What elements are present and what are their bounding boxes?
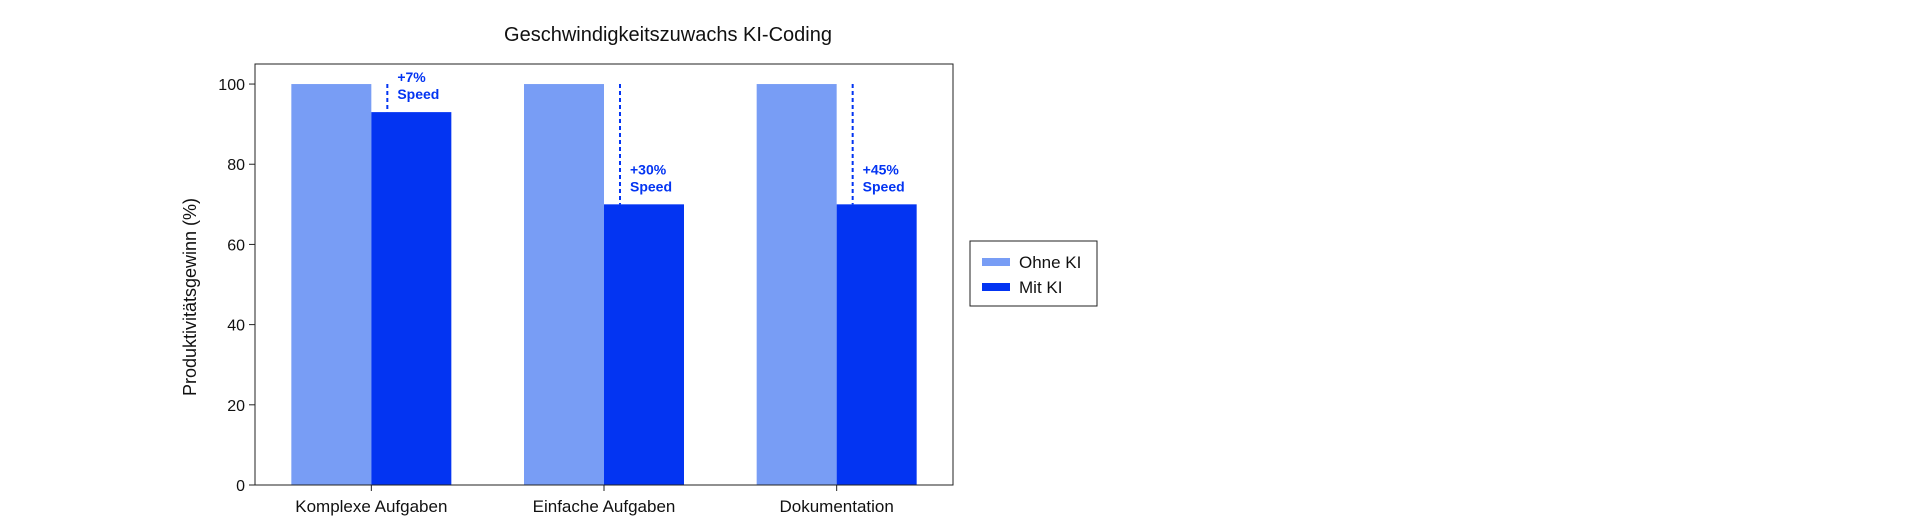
x-tick-label: Einfache Aufgaben [533, 497, 676, 516]
chart-title: Geschwindigkeitszuwachs KI-Coding [504, 24, 832, 46]
bar-mit-ki-komplexe-aufgaben [371, 112, 452, 485]
plot-area: 0 20 40 60 80 100 Komplexe Aufgaben Einfache Au… [218, 63, 954, 516]
legend-swatch-ohne-ki [982, 258, 1010, 266]
y-tick-label: 100 [218, 77, 245, 94]
legend-box [969, 240, 1098, 307]
speedup-sublabel-einfache-aufgaben: Speed [630, 178, 672, 194]
x-tick-label: Komplexe Aufgaben [295, 497, 447, 516]
legend: Ohne KI Mit KI [969, 240, 1098, 307]
speedup-label-komplexe-aufgaben: +7% [397, 69, 426, 85]
speedup-sublabel-dokumentation: Speed [863, 178, 905, 194]
speedup-sublabel-komplexe-aufgaben: Speed [397, 86, 439, 102]
y-tick-label: 0 [236, 478, 245, 495]
x-tick-label: Dokumentation [779, 497, 893, 516]
legend-swatch-mit-ki [982, 283, 1010, 291]
y-axis-label: Produktivitätsgewinn (%) [180, 198, 200, 396]
plot-frame [254, 63, 954, 486]
bar-ohne-ki-komplexe-aufgaben [291, 84, 372, 486]
y-tick-label: 80 [227, 157, 245, 174]
y-tick-label: 40 [227, 318, 245, 335]
legend-label-mit-ki: Mit KI [1019, 278, 1062, 297]
bar-mit-ki-einfache-aufgaben [604, 204, 684, 486]
bar-ohne-ki-dokumentation [756, 84, 837, 486]
y-tick-label: 20 [227, 398, 245, 415]
speedup-label-dokumentation: +45% [863, 161, 900, 177]
y-tick-label: 60 [227, 237, 245, 254]
legend-label-ohne-ki: Ohne KI [1019, 253, 1081, 272]
bar-mit-ki-dokumentation [836, 204, 917, 486]
bar-ohne-ki-einfache-aufgaben [524, 84, 604, 486]
speedup-label-einfache-aufgaben: +30% [630, 161, 667, 177]
